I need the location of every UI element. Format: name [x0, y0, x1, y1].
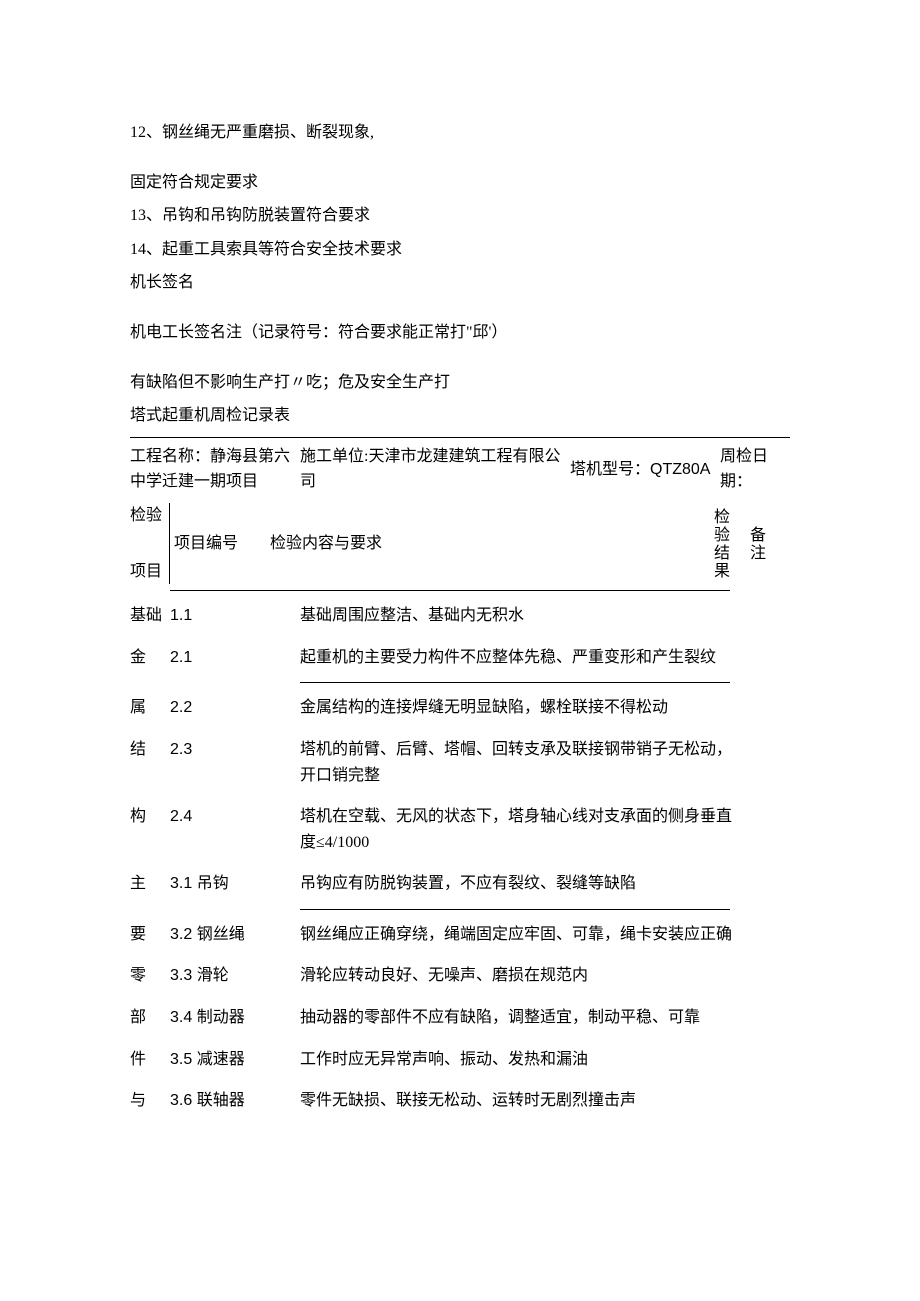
- table-row: 结2.3塔机的前臂、后臂、塔帽、回转支承及联接钢带销子无松动，开口销完整: [130, 729, 790, 796]
- row-content: 基础周围应整洁、基础内无积水: [300, 603, 740, 629]
- intro-line-3: 13、吊钩和吊钩防脱装置符合要求: [130, 203, 790, 229]
- intro-line-8: 塔式起重机周检记录表: [130, 403, 790, 429]
- row-category: 主: [130, 871, 170, 897]
- table-row: 金2.1起重机的主要受力构件不应整体先稳、严重变形和产生裂纹: [130, 637, 790, 679]
- row-number: 3.1 吊钩: [170, 871, 300, 897]
- intro-line-7: 有缺陷但不影响生产打〃吃；危及安全生产打: [130, 370, 790, 396]
- header-project-label: 工程名称：: [130, 448, 210, 465]
- row-number: 3.3 滑轮: [170, 963, 300, 989]
- row-number: 3.4 制动器: [170, 1005, 300, 1031]
- row-number: 2.2: [170, 695, 300, 721]
- header-date: 周检日期：: [720, 442, 780, 497]
- intro-line-6: 机电工长签名注（记录符号：符合要求能正常打"邱'）: [130, 320, 790, 346]
- header-unit: 施工单位:天津市龙建建筑工程有限公司: [300, 442, 570, 497]
- table-row: 基础1.1基础周围应整洁、基础内无积水: [130, 595, 790, 637]
- header-row: 工程名称：静海县第六中学迁建一期项目 施工单位:天津市龙建建筑工程有限公司 塔机…: [130, 437, 790, 497]
- divider: [170, 590, 730, 591]
- th-remark: 备注: [746, 526, 768, 562]
- table-row: 部3.4 制动器抽动器的零部件不应有缺陷，调整适宜，制动平稳、可靠: [130, 997, 790, 1039]
- row-category: 部: [130, 1005, 170, 1031]
- row-category: 构: [130, 804, 170, 830]
- row-content: 工作时应无异常声响、振动、发热和漏油: [300, 1047, 740, 1073]
- divider: [300, 909, 730, 910]
- header-unit-label: 施工单位:: [300, 448, 368, 465]
- row-number: 3.5 减速器: [170, 1047, 300, 1073]
- th-category-a: 检验: [130, 503, 167, 529]
- row-category: 要: [130, 922, 170, 948]
- th-category-b: 项目: [130, 559, 167, 585]
- divider: [300, 682, 730, 683]
- row-number: 2.1: [170, 645, 300, 671]
- table-head: 检验 项目 项目编号 检验内容与要求 检验结果 备注: [130, 503, 790, 584]
- th-result: 检验结果: [710, 508, 732, 580]
- row-number: 2.3: [170, 737, 300, 763]
- row-category: 属: [130, 695, 170, 721]
- row-content: 抽动器的零部件不应有缺陷，调整适宜，制动平稳、可靠: [300, 1005, 740, 1031]
- row-category: 与: [130, 1088, 170, 1114]
- header-project: 工程名称：静海县第六中学迁建一期项目: [130, 442, 300, 497]
- row-content: 钢丝绳应正确穿绕，绳端固定应牢固、可靠，绳卡安装应正确: [300, 922, 740, 948]
- row-content: 塔机在空载、无风的状态下，塔身轴心线对支承面的侧身垂直度≤4/1000: [300, 804, 740, 855]
- intro-line-1: 12、钢丝绳无严重磨损、断裂现象,: [130, 120, 790, 146]
- row-category: 基础: [130, 603, 170, 629]
- header-model-value: QTZ80A: [650, 461, 710, 478]
- table-row: 与3.6 联轴器零件无缺损、联接无松动、运转时无剧烈撞击声: [130, 1080, 790, 1122]
- row-number: 3.6 联轴器: [170, 1088, 300, 1114]
- row-content: 金属结构的连接焊缝无明显缺陷，螺栓联接不得松动: [300, 695, 740, 721]
- row-content: 起重机的主要受力构件不应整体先稳、严重变形和产生裂纹: [300, 645, 740, 671]
- row-number: 3.2 钢丝绳: [170, 922, 300, 948]
- row-content: 滑轮应转动良好、无噪声、磨损在规范内: [300, 963, 740, 989]
- inspection-table: 检验 项目 项目编号 检验内容与要求 检验结果 备注 基础1.1基础周围应整洁、…: [130, 503, 790, 1122]
- row-category: 零: [130, 963, 170, 989]
- row-content: 零件无缺损、联接无松动、运转时无剧烈撞击声: [300, 1088, 740, 1114]
- intro-line-5: 机长签名: [130, 270, 790, 296]
- intro-line-2: 固定符合规定要求: [130, 170, 790, 196]
- intro-line-4: 14、起重工具索具等符合安全技术要求: [130, 237, 790, 263]
- table-row: 构2.4塔机在空载、无风的状态下，塔身轴心线对支承面的侧身垂直度≤4/1000: [130, 796, 790, 863]
- row-content: 塔机的前臂、后臂、塔帽、回转支承及联接钢带销子无松动，开口销完整: [300, 737, 740, 788]
- th-content: 检验内容与要求: [270, 531, 710, 557]
- table-body: 基础1.1基础周围应整洁、基础内无积水金2.1起重机的主要受力构件不应整体先稳、…: [130, 595, 790, 1122]
- row-category: 结: [130, 737, 170, 763]
- table-row: 件3.5 减速器工作时应无异常声响、振动、发热和漏油: [130, 1039, 790, 1081]
- row-number: 2.4: [170, 804, 300, 830]
- row-category: 件: [130, 1047, 170, 1073]
- th-category: 检验 项目: [130, 503, 170, 584]
- row-number: 1.1: [170, 603, 300, 629]
- table-row: 零3.3 滑轮滑轮应转动良好、无噪声、磨损在规范内: [130, 955, 790, 997]
- row-category: 金: [130, 645, 170, 671]
- table-row: 要3.2 钢丝绳钢丝绳应正确穿绕，绳端固定应牢固、可靠，绳卡安装应正确: [130, 914, 790, 956]
- header-model-label: 塔机型号：: [570, 461, 650, 478]
- row-content: 吊钩应有防脱钩装置，不应有裂纹、裂缝等缺陷: [300, 871, 740, 897]
- header-model: 塔机型号：QTZ80A: [570, 455, 720, 485]
- th-number: 项目编号: [170, 531, 270, 557]
- table-row: 属2.2金属结构的连接焊缝无明显缺陷，螺栓联接不得松动: [130, 687, 790, 729]
- table-row: 主3.1 吊钩吊钩应有防脱钩装置，不应有裂纹、裂缝等缺陷: [130, 863, 790, 905]
